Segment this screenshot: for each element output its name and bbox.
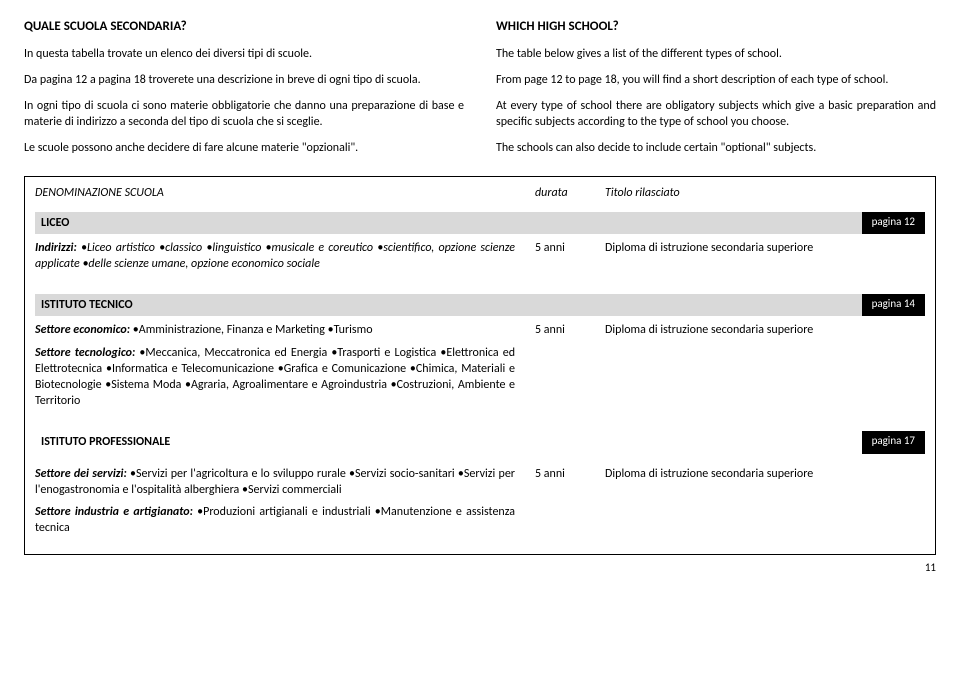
tecnico-tec-row: Settore tecnologico: •Meccanica, Meccatr…	[35, 345, 925, 410]
head-name: DENOMINAZIONE SCUOLA	[35, 185, 535, 201]
prof-titolo: Diploma di istruzione secondaria superio…	[605, 466, 925, 498]
tecnico-bar: ISTITUTO TECNICO pagina 14	[35, 294, 925, 316]
en-p1: The table below gives a list of the diff…	[496, 46, 936, 62]
tecnico-eco-text: •Amministrazione, Finanza e Marketing •T…	[130, 323, 372, 337]
tecnico-label: ISTITUTO TECNICO	[35, 294, 862, 316]
liceo-page: pagina 12	[862, 212, 925, 234]
prof-ind: Settore industria e artigianato: •Produz…	[35, 504, 535, 536]
col-english: WHICH HIGH SCHOOL? The table below gives…	[496, 18, 936, 166]
tecnico-tec: Settore tecnologico: •Meccanica, Meccatr…	[35, 345, 535, 410]
head-durata: durata	[535, 185, 605, 201]
liceo-label: LICEO	[35, 212, 862, 234]
prof-bar: ISTITUTO PROFESSIONALE pagina 17	[35, 431, 925, 453]
prof-label: ISTITUTO PROFESSIONALE	[35, 431, 862, 453]
it-p1: In questa tabella trovate un elenco dei …	[24, 46, 464, 62]
liceo-row: Indirizzi: •Liceo artistico •classico •l…	[35, 240, 925, 272]
tecnico-eco-row: Settore economico: •Amministrazione, Fin…	[35, 322, 925, 338]
head-titolo: Titolo rilasciato	[605, 185, 925, 201]
col-italian: QUALE SCUOLA SECONDARIA? In questa tabel…	[24, 18, 464, 166]
prof-ind-row: Settore industria e artigianato: •Produz…	[35, 504, 925, 536]
prof-serv-row: Settore dei servizi: •Servizi per l'agri…	[35, 466, 925, 498]
table-head: DENOMINAZIONE SCUOLA durata Titolo rilas…	[35, 185, 925, 201]
it-p4: Le scuole possono anche decidere di fare…	[24, 140, 464, 156]
en-title: WHICH HIGH SCHOOL?	[496, 18, 936, 36]
tecnico-tec-label: Settore tecnologico:	[35, 346, 135, 360]
school-table: DENOMINAZIONE SCUOLA durata Titolo rilas…	[24, 176, 936, 555]
tecnico-eco-label: Settore economico:	[35, 323, 130, 337]
tecnico-eco: Settore economico: •Amministrazione, Fin…	[35, 322, 535, 338]
prof-durata: 5 anni	[535, 466, 605, 498]
page-number: 11	[24, 561, 936, 576]
liceo-bar: LICEO pagina 12	[35, 212, 925, 234]
it-p3: In ogni tipo di scuola ci sono materie o…	[24, 98, 464, 130]
liceo-indirizzi-text: •Liceo artistico •classico •linguistico …	[35, 241, 515, 271]
liceo-indirizzi-label: Indirizzi:	[35, 241, 77, 255]
liceo-durata: 5 anni	[535, 240, 605, 272]
intro-columns: QUALE SCUOLA SECONDARIA? In questa tabel…	[24, 18, 936, 166]
prof-serv-label: Settore dei servizi:	[35, 467, 127, 481]
liceo-indirizzi: Indirizzi: •Liceo artistico •classico •l…	[35, 240, 535, 272]
tecnico-durata: 5 anni	[535, 322, 605, 338]
en-p3: At every type of school there are obliga…	[496, 98, 936, 130]
liceo-titolo: Diploma di istruzione secondaria superio…	[605, 240, 925, 272]
prof-serv: Settore dei servizi: •Servizi per l'agri…	[35, 466, 535, 498]
it-title: QUALE SCUOLA SECONDARIA?	[24, 18, 464, 36]
it-p2: Da pagina 12 a pagina 18 troverete una d…	[24, 72, 464, 88]
en-p2: From page 12 to page 18, you will find a…	[496, 72, 936, 88]
prof-page: pagina 17	[862, 431, 925, 453]
tecnico-page: pagina 14	[862, 294, 925, 316]
en-p4: The schools can also decide to include c…	[496, 140, 936, 156]
prof-ind-label: Settore industria e artigianato:	[35, 505, 193, 519]
tecnico-titolo: Diploma di istruzione secondaria superio…	[605, 322, 925, 338]
